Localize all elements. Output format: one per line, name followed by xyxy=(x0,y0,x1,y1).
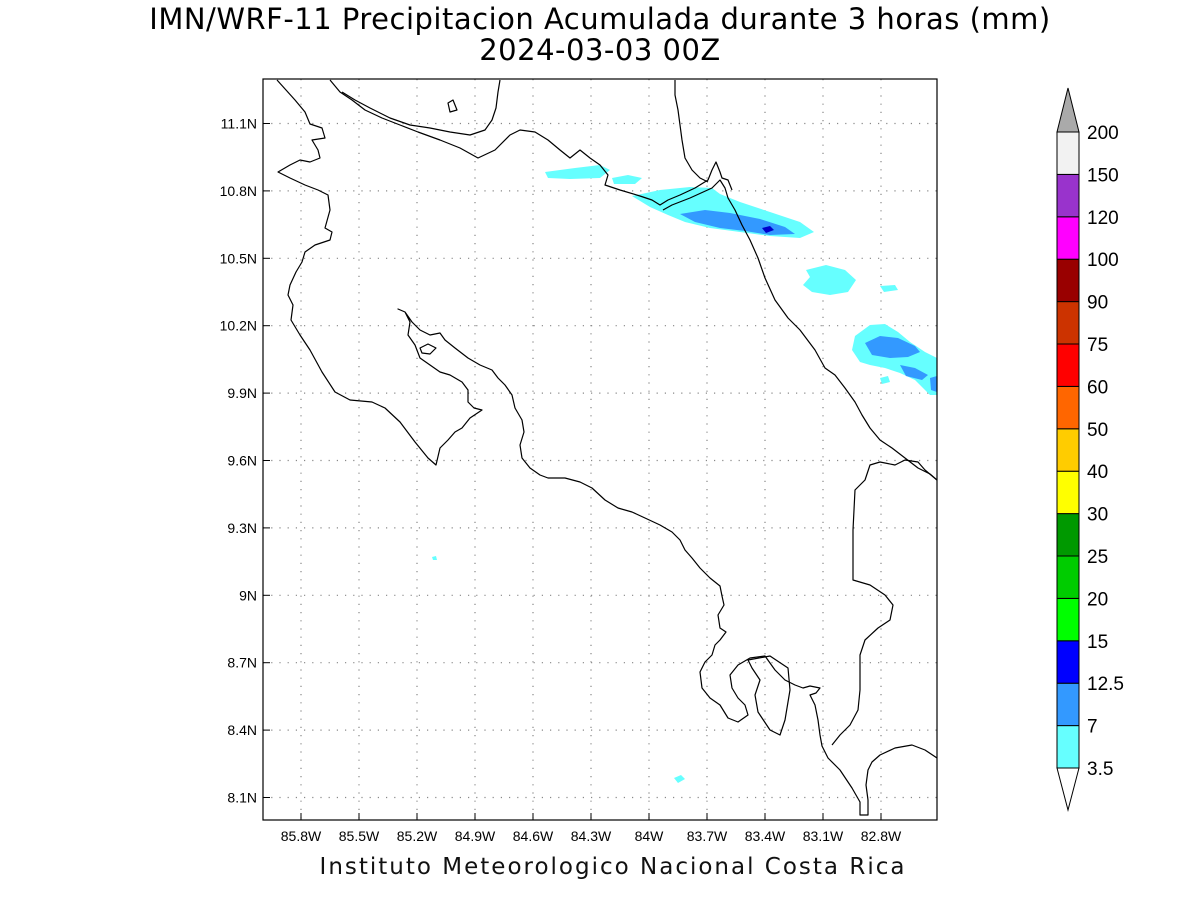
colorbar-swatch xyxy=(1056,470,1080,515)
coastline-small-lake xyxy=(447,99,458,113)
colorbar-swatch xyxy=(1056,640,1080,684)
colorbar-swatch xyxy=(1056,385,1080,430)
colorbar-swatch xyxy=(1056,131,1080,175)
coastline-osa-gulf xyxy=(747,655,791,736)
lon-tick-label: 85.5W xyxy=(339,828,380,844)
colorbar-swatch xyxy=(1056,343,1080,387)
colorbar-label: 200 xyxy=(1087,123,1119,144)
coastline-lake-nicaragua xyxy=(329,79,733,206)
colorbar-swatch xyxy=(1056,301,1080,345)
colorbar-label: 40 xyxy=(1087,462,1108,483)
lat-tick-label: 11.1N xyxy=(221,116,257,132)
lat-tick-label: 10.2N xyxy=(220,318,257,334)
precip-area-light-5 xyxy=(880,285,898,292)
footer-credit: Instituto Meteorologico Nacional Costa R… xyxy=(319,854,907,880)
lat-tick-label: 8.7N xyxy=(227,655,257,671)
colorbar-label: 50 xyxy=(1087,420,1108,441)
precip-area-light-4 xyxy=(803,265,856,295)
lat-tick-label: 10.8N xyxy=(220,183,257,199)
colorbar-swatch xyxy=(1056,682,1080,727)
precip-area-light-1 xyxy=(545,165,610,179)
colorbar-swatch xyxy=(1056,173,1080,218)
precip-area-heavy-1 xyxy=(762,226,774,233)
colorbar-label: 7 xyxy=(1087,717,1098,738)
lon-tick-label: 83.1W xyxy=(803,828,844,844)
lon-tick-label: 83.7W xyxy=(687,828,728,844)
precip-area-moderate-2 xyxy=(865,336,920,358)
colorbar-label: 75 xyxy=(1087,335,1108,356)
lat-tick-label: 8.1N xyxy=(227,790,257,806)
precip-area-moderate-3 xyxy=(900,365,928,380)
colorbar-label: 20 xyxy=(1087,589,1108,610)
colorbar-swatch xyxy=(1056,428,1080,472)
colorbar-swatch xyxy=(1056,725,1080,769)
colorbar-label: 25 xyxy=(1087,547,1108,568)
colorbar-label: 60 xyxy=(1087,377,1108,398)
lat-tick-label: 9.6N xyxy=(227,453,257,469)
colorbar-swatch xyxy=(1056,216,1080,260)
colorbar-label: 12.5 xyxy=(1087,674,1124,695)
precip-area-light-8 xyxy=(432,556,437,560)
lon-tick-label: 82.8W xyxy=(861,828,902,844)
lat-tick-label: 9.3N xyxy=(227,520,257,536)
lat-tick-label: 8.4N xyxy=(227,722,257,738)
colorbar-swatch xyxy=(1056,513,1080,557)
lon-tick-label: 84.6W xyxy=(513,828,554,844)
coastline-nicoya-island xyxy=(419,343,437,355)
precip-area-light-9 xyxy=(674,775,685,783)
coastline-river xyxy=(674,80,709,183)
precip-area-light-7 xyxy=(880,376,890,384)
lon-tick-label: 84.3W xyxy=(571,828,612,844)
coastline xyxy=(276,79,937,816)
lon-tick-label: 83.4W xyxy=(745,828,786,844)
lon-tick-label: 84W xyxy=(635,828,665,844)
precip-field xyxy=(432,165,937,783)
latitude-axis: 11.1N 10.8N 10.5N 10.2N 9.9N 9.6N 9.3N 9N 8.7N 8.… xyxy=(220,116,270,806)
colorbar-label: 3.5 xyxy=(1087,759,1113,780)
colorbar-over-arrow xyxy=(1056,87,1080,133)
map-frame xyxy=(262,78,938,821)
colorbar-label: 120 xyxy=(1087,208,1119,229)
precip-area-moderate-4 xyxy=(930,376,937,392)
colorbar-label: 30 xyxy=(1087,505,1108,526)
coastline-main xyxy=(276,79,937,816)
coastline-caribbean xyxy=(662,179,937,481)
lat-tick-label: 9.9N xyxy=(227,385,257,401)
colorbar-swatch xyxy=(1056,555,1080,599)
longitude-axis: 85.8W 85.5W 85.2W 84.9W 84.6W 84.3W 84W 83.7W 83… xyxy=(281,813,902,844)
map-title: IMN/WRF-11 Precipitacion Acumulada duran… xyxy=(149,2,1051,36)
colorbar-label: 100 xyxy=(1087,250,1119,271)
colorbar-label: 15 xyxy=(1087,632,1108,653)
coastline-panama-border xyxy=(831,459,937,746)
coastline-lake-interior xyxy=(341,79,501,136)
colorbar-under-arrow xyxy=(1056,767,1080,812)
lon-tick-label: 85.2W xyxy=(397,828,438,844)
colorbar-swatch xyxy=(1056,597,1080,642)
precip-area-light-2 xyxy=(612,175,642,184)
colorbar-label: 150 xyxy=(1087,165,1119,186)
lon-tick-label: 85.8W xyxy=(281,828,322,844)
lat-tick-label: 9N xyxy=(239,587,257,603)
map-datetime: 2024-03-03 00Z xyxy=(479,33,721,67)
lat-tick-label: 10.5N xyxy=(220,250,257,266)
colorbar-label: 90 xyxy=(1087,293,1108,314)
lon-tick-label: 84.9W xyxy=(455,828,496,844)
colorbar-swatch xyxy=(1056,258,1080,303)
